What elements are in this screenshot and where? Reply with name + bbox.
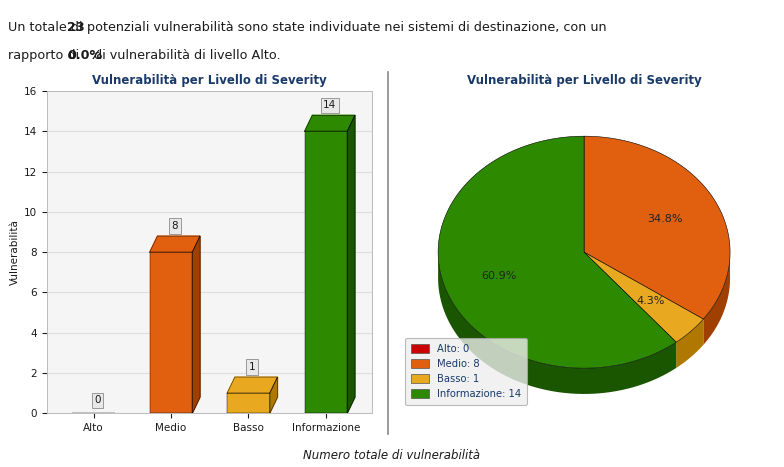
Title: Vulnerabilità per Livello di Severity: Vulnerabilità per Livello di Severity	[93, 74, 327, 87]
Polygon shape	[438, 136, 677, 368]
Text: rapporto di: rapporto di	[8, 49, 83, 62]
Polygon shape	[150, 236, 200, 252]
Polygon shape	[192, 236, 200, 413]
Text: di vulnerabilità di livello Alto.: di vulnerabilità di livello Alto.	[90, 49, 281, 62]
Bar	[305, 131, 347, 413]
Bar	[227, 393, 270, 413]
Polygon shape	[270, 377, 278, 413]
Text: 60.9%: 60.9%	[481, 271, 517, 281]
Polygon shape	[584, 136, 730, 319]
Polygon shape	[438, 254, 677, 394]
Polygon shape	[584, 252, 703, 342]
Text: 14: 14	[323, 100, 336, 110]
Text: 8: 8	[172, 221, 178, 231]
Text: 0.0%: 0.0%	[67, 49, 103, 62]
Polygon shape	[703, 255, 730, 345]
Text: Un totale di: Un totale di	[8, 21, 86, 34]
Polygon shape	[227, 377, 278, 393]
Text: 1: 1	[249, 362, 256, 372]
Text: 0: 0	[94, 395, 100, 405]
Polygon shape	[347, 115, 355, 413]
Legend: Alto: 0, Medio: 8, Basso: 1, Informazione: 14: Alto: 0, Medio: 8, Basso: 1, Informazion…	[405, 338, 527, 405]
Title: Vulnerabilità per Livello di Severity: Vulnerabilità per Livello di Severity	[466, 74, 702, 87]
Text: 34.8%: 34.8%	[647, 214, 682, 224]
Text: potenziali vulnerabilità sono state individuate nei sistemi di destinazione, con: potenziali vulnerabilità sono state indi…	[83, 21, 607, 34]
Text: 23: 23	[67, 21, 85, 34]
Text: Numero totale di vulnerabilità: Numero totale di vulnerabilità	[303, 449, 481, 462]
Text: 4.3%: 4.3%	[636, 296, 664, 306]
Polygon shape	[677, 319, 703, 368]
Bar	[150, 252, 192, 413]
Polygon shape	[305, 115, 355, 131]
Y-axis label: Vulnerabilità: Vulnerabilità	[10, 219, 20, 285]
